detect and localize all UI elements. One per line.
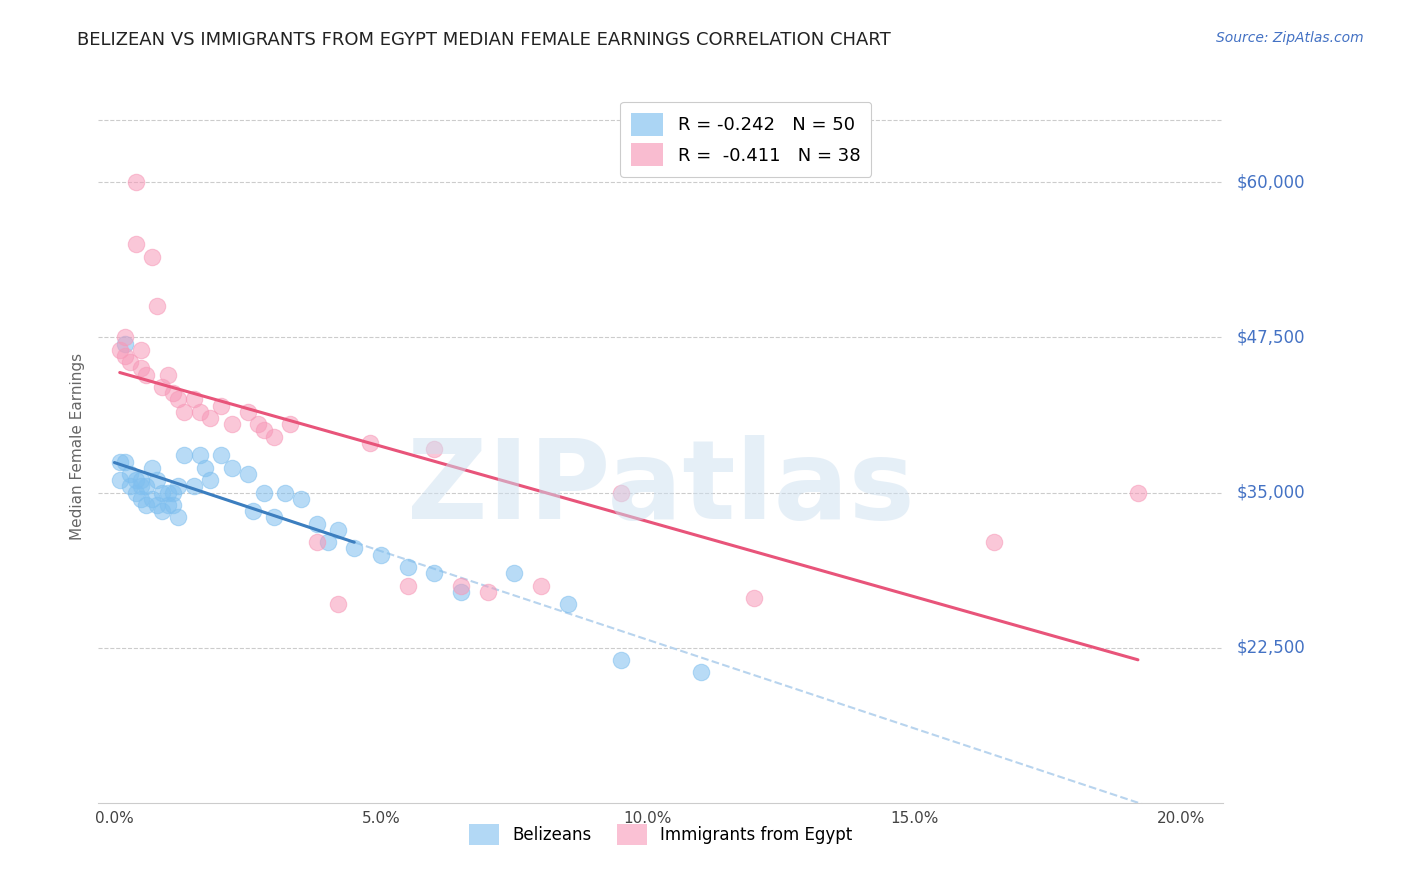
Point — [120, 355, 142, 369]
Point — [305, 535, 328, 549]
Point — [689, 665, 711, 680]
Point — [162, 386, 184, 401]
Point — [125, 237, 148, 252]
Point — [316, 535, 339, 549]
Point — [194, 460, 217, 475]
Point — [343, 541, 366, 556]
Point — [328, 523, 350, 537]
Point — [450, 579, 472, 593]
Text: $35,000: $35,000 — [1237, 483, 1306, 501]
Point — [129, 491, 152, 506]
Point — [108, 473, 131, 487]
Point — [125, 175, 148, 189]
Point — [120, 467, 142, 481]
Point — [167, 510, 190, 524]
Point — [141, 250, 163, 264]
Point — [114, 330, 136, 344]
Point — [146, 473, 169, 487]
Point — [263, 430, 285, 444]
Point — [236, 405, 259, 419]
Point — [188, 405, 211, 419]
Point — [263, 510, 285, 524]
Point — [200, 473, 222, 487]
Point — [209, 399, 232, 413]
Point — [983, 535, 1005, 549]
Point — [108, 343, 131, 357]
Point — [242, 504, 264, 518]
Point — [141, 491, 163, 506]
Text: ZIPatlas: ZIPatlas — [406, 435, 915, 542]
Point — [150, 504, 173, 518]
Point — [108, 454, 131, 468]
Point — [129, 479, 152, 493]
Point — [156, 498, 179, 512]
Point — [156, 368, 179, 382]
Point — [1126, 485, 1149, 500]
Text: $47,500: $47,500 — [1237, 328, 1306, 346]
Point — [477, 584, 499, 599]
Point — [396, 560, 419, 574]
Point — [247, 417, 270, 432]
Point — [129, 343, 152, 357]
Point — [221, 417, 243, 432]
Point — [253, 424, 276, 438]
Point — [183, 392, 205, 407]
Point — [188, 448, 211, 462]
Point — [114, 454, 136, 468]
Point — [221, 460, 243, 475]
Point — [173, 405, 195, 419]
Text: Source: ZipAtlas.com: Source: ZipAtlas.com — [1216, 31, 1364, 45]
Point — [290, 491, 312, 506]
Point — [209, 448, 232, 462]
Text: BELIZEAN VS IMMIGRANTS FROM EGYPT MEDIAN FEMALE EARNINGS CORRELATION CHART: BELIZEAN VS IMMIGRANTS FROM EGYPT MEDIAN… — [77, 31, 891, 49]
Point — [162, 485, 184, 500]
Point — [557, 597, 579, 611]
Point — [120, 479, 142, 493]
Point — [173, 448, 195, 462]
Point — [150, 380, 173, 394]
Point — [135, 498, 157, 512]
Legend: Belizeans, Immigrants from Egypt: Belizeans, Immigrants from Egypt — [460, 814, 862, 855]
Point — [183, 479, 205, 493]
Point — [450, 584, 472, 599]
Y-axis label: Median Female Earnings: Median Female Earnings — [69, 352, 84, 540]
Point — [114, 336, 136, 351]
Point — [503, 566, 526, 581]
Point — [135, 368, 157, 382]
Point — [423, 442, 446, 456]
Point — [530, 579, 553, 593]
Point — [125, 473, 148, 487]
Point — [162, 498, 184, 512]
Point — [200, 411, 222, 425]
Point — [610, 485, 633, 500]
Text: $22,500: $22,500 — [1237, 639, 1306, 657]
Point — [610, 653, 633, 667]
Text: $60,000: $60,000 — [1237, 173, 1306, 191]
Point — [370, 548, 392, 562]
Point — [328, 597, 350, 611]
Point — [305, 516, 328, 531]
Point — [359, 436, 381, 450]
Point — [129, 361, 152, 376]
Point — [742, 591, 765, 605]
Point — [146, 498, 169, 512]
Point — [167, 392, 190, 407]
Point — [423, 566, 446, 581]
Point — [146, 299, 169, 313]
Point — [167, 479, 190, 493]
Point — [150, 485, 173, 500]
Point — [396, 579, 419, 593]
Point — [156, 485, 179, 500]
Point — [253, 485, 276, 500]
Point — [274, 485, 297, 500]
Point — [114, 349, 136, 363]
Point — [236, 467, 259, 481]
Point — [125, 485, 148, 500]
Point — [141, 460, 163, 475]
Point — [129, 473, 152, 487]
Point — [278, 417, 301, 432]
Point — [135, 479, 157, 493]
